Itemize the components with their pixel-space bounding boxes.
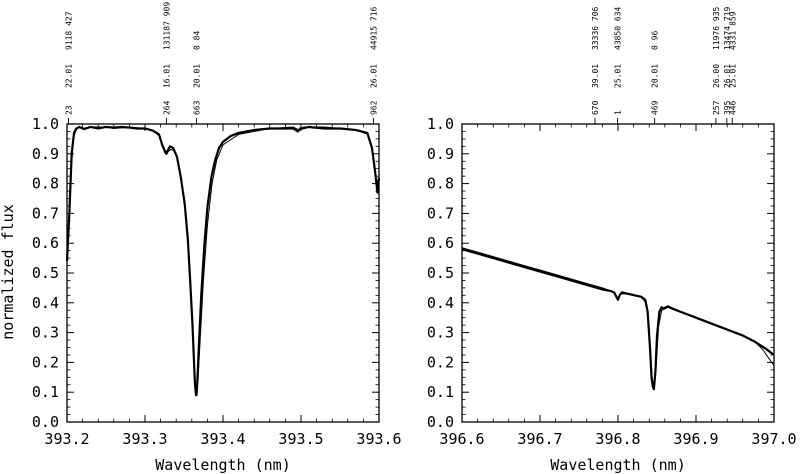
line-id-label: 446: [728, 100, 737, 115]
y-tick-label: 0.4: [427, 294, 454, 312]
x-axis-title: Wavelength (nm): [155, 456, 290, 474]
x-axis-title: Wavelength (nm): [550, 456, 685, 474]
y-tick-label: 0.7: [427, 204, 454, 222]
x-tick-label: 393.3: [122, 430, 167, 448]
line-id-label: 26.01: [723, 64, 732, 88]
line-id-label: 26.00: [712, 64, 721, 88]
y-tick-label: 0.7: [32, 204, 59, 222]
y-tick-label: 0.6: [427, 234, 454, 252]
x-tick-label: 393.6: [356, 430, 401, 448]
spectrum-line-thick: [65, 125, 381, 397]
y-tick-label: 0.5: [32, 264, 59, 282]
line-id-label: 1: [614, 110, 623, 115]
line-id-label: 25.01: [728, 64, 737, 88]
line-id-label: 670: [591, 100, 600, 115]
y-axis-title: normalized flux: [0, 204, 17, 339]
line-id-label: 469: [651, 100, 660, 115]
line-id-label: 962: [370, 100, 379, 115]
line-id-label: 39.01: [591, 64, 600, 88]
y-tick-label: 1.0: [32, 115, 59, 133]
y-tick-label: 0.5: [427, 264, 454, 282]
y-tick-label: 0.3: [427, 324, 454, 342]
y-tick-label: 0.4: [32, 294, 59, 312]
line-id-label: 395: [723, 100, 732, 115]
y-tick-label: 0.8: [32, 175, 59, 193]
line-id-label: 26.01: [370, 64, 379, 88]
spectrum-line-thick: [461, 248, 775, 391]
x-tick-label: 396.7: [517, 430, 562, 448]
line-id-label: 33336 706: [591, 6, 600, 50]
line-id-label: 25.01: [614, 64, 623, 88]
y-tick-label: 0.0: [427, 413, 454, 431]
line-id-label: 663: [192, 100, 201, 115]
y-tick-label: 1.0: [427, 115, 454, 133]
line-id-label: 44915 716: [370, 6, 379, 50]
line-id-label: 9118 427: [65, 11, 74, 50]
y-tick-label: 0.0: [32, 413, 59, 431]
x-tick-label: 396.6: [439, 430, 484, 448]
y-tick-label: 0.8: [427, 175, 454, 193]
line-id-label: 4331 859: [728, 11, 737, 50]
line-id-label: 16.01: [162, 64, 171, 88]
y-tick-label: 0.2: [32, 353, 59, 371]
x-tick-label: 397.0: [751, 430, 796, 448]
x-tick-label: 393.5: [278, 430, 323, 448]
line-id-label: 13474 719: [723, 6, 732, 50]
line-id-label: 264: [162, 100, 171, 115]
spectrum-line-thin: [461, 247, 775, 390]
x-tick-label: 396.8: [595, 430, 640, 448]
panel-right: 0.0 0.1 0.2 0.3 0.4 0.5 0.6 0.7 0.8 0.9 1.0 396.6 39…: [427, 6, 797, 474]
spectrum-line-thin: [66, 126, 380, 390]
line-id-label: 20.01: [651, 64, 660, 88]
y-tick-label: 0.1: [427, 383, 454, 401]
line-id-label: 0 84: [192, 31, 201, 50]
y-tick-label: 0.9: [427, 145, 454, 163]
y-tick-label: 0.9: [32, 145, 59, 163]
y-tick-label: 0.6: [32, 234, 59, 252]
y-tick-label: 0.2: [427, 353, 454, 371]
line-id-label: 0 96: [651, 31, 660, 50]
panel-left: 0.0 0.1 0.2 0.3 0.4 0.5 0.6 0.7 0.8 0.9 1.0 393.2 39…: [32, 2, 402, 474]
line-id-label: 23: [65, 105, 74, 115]
y-tick-label: 0.1: [32, 383, 59, 401]
line-id-label: 131187 909: [162, 2, 171, 50]
line-id-label: 11976 935: [712, 6, 721, 50]
x-tick-label: 393.4: [200, 430, 245, 448]
x-tick-label: 396.9: [673, 430, 718, 448]
line-id-label: 257: [712, 100, 721, 115]
x-tick-label: 393.2: [44, 430, 89, 448]
y-tick-label: 0.3: [32, 324, 59, 342]
line-id-label: 20.01: [192, 64, 201, 88]
line-id-label: 22.01: [65, 64, 74, 88]
line-id-label: 43850 634: [614, 6, 623, 50]
plot-frame: [66, 123, 380, 423]
plot-frame: [461, 123, 775, 423]
